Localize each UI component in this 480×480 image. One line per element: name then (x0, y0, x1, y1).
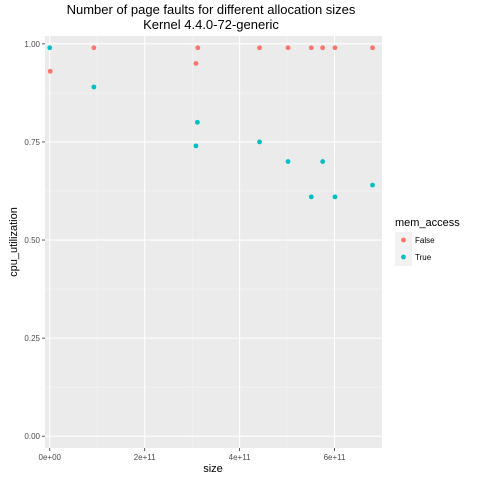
y-tick-label: 0.00 (24, 432, 40, 441)
data-point-false (286, 45, 291, 50)
data-point-false (91, 45, 96, 50)
data-point-true (47, 45, 52, 50)
data-point-true (286, 159, 291, 164)
x-tick-label: 0e+00 (39, 453, 62, 462)
legend-label-false: False (415, 236, 435, 245)
data-point-true (370, 183, 375, 188)
chart-title: Number of page faults for different allo… (67, 2, 356, 17)
x-axis-ticks: 0e+00 2e+11 4e+11 6e+11 (39, 448, 347, 462)
data-point-false (333, 45, 338, 50)
y-tick-label: 1.00 (24, 40, 40, 49)
legend-key-false (401, 238, 406, 243)
data-point-true (320, 159, 325, 164)
data-point-true (309, 194, 314, 199)
legend-label-true: True (415, 253, 432, 262)
y-tick-label: 0.75 (24, 138, 40, 147)
data-point-false (320, 45, 325, 50)
y-axis-ticks: 0.00 0.25 0.50 0.75 1.00 (24, 40, 45, 441)
x-tick-label: 6e+11 (324, 453, 346, 462)
y-tick-label: 0.25 (24, 334, 40, 343)
data-point-true (195, 120, 200, 125)
legend-key-true (401, 255, 406, 260)
x-axis-label: size (203, 463, 223, 475)
y-tick-label: 0.50 (24, 236, 40, 245)
data-point-true (91, 85, 96, 90)
y-axis-label: cpu_utilization (8, 207, 20, 277)
data-point-false (194, 61, 199, 66)
data-point-true (257, 140, 262, 145)
data-point-false (48, 69, 53, 74)
x-tick-label: 2e+11 (134, 453, 156, 462)
data-point-true (333, 194, 338, 199)
x-tick-label: 4e+11 (229, 453, 251, 462)
data-point-false (309, 45, 314, 50)
chart-subtitle: Kernel 4.4.0-72-generic (143, 17, 279, 32)
data-point-true (194, 143, 199, 148)
data-point-false (370, 45, 375, 50)
legend-title: mem_access (395, 217, 460, 229)
data-point-false (195, 45, 200, 50)
data-point-false (257, 45, 262, 50)
plot-panel (45, 36, 382, 448)
legend: mem_access False True (395, 217, 460, 266)
